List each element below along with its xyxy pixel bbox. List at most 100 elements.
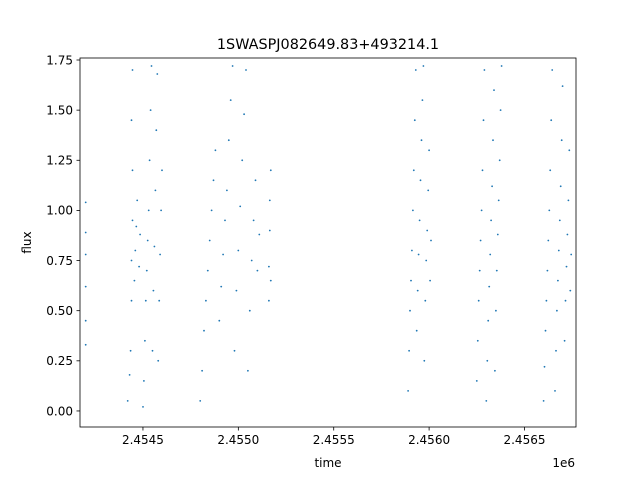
data-point <box>84 343 87 346</box>
data-point <box>128 374 131 376</box>
data-point <box>144 339 146 342</box>
data-point <box>550 119 553 122</box>
data-point <box>144 299 147 302</box>
data-point <box>231 65 234 67</box>
data-point <box>130 299 133 302</box>
data-point <box>130 259 133 262</box>
data-point <box>412 209 414 212</box>
data-point <box>481 169 484 172</box>
data-point <box>84 231 87 234</box>
data-point <box>160 209 163 212</box>
data-point <box>269 279 272 282</box>
data-point <box>569 289 572 292</box>
data-point <box>424 299 427 302</box>
data-point <box>131 69 134 71</box>
data-point <box>214 149 217 152</box>
y-tick-label: 0.75 <box>46 254 73 268</box>
x-tick-label: 2.4565 <box>503 433 545 447</box>
data-point <box>417 253 420 256</box>
data-point <box>423 359 426 362</box>
x-axis-offset-label: 1e6 <box>552 456 575 470</box>
y-tick-label: 1.50 <box>46 103 73 117</box>
data-point <box>143 380 145 382</box>
data-point <box>548 209 551 212</box>
data-point <box>229 99 232 101</box>
y-axis-label: flux <box>20 231 34 253</box>
data-point <box>549 169 552 172</box>
data-point <box>477 299 480 302</box>
data-point <box>415 329 418 332</box>
data-point <box>237 249 240 252</box>
data-point <box>227 139 230 142</box>
data-point <box>558 219 561 222</box>
data-point <box>149 109 152 111</box>
data-point <box>235 289 238 292</box>
data-point <box>84 253 87 256</box>
y-tick-label: 0.25 <box>46 354 73 368</box>
data-point <box>554 390 556 392</box>
data-point <box>409 309 411 312</box>
x-tick-label: 2.4550 <box>217 433 259 447</box>
data-point <box>136 199 139 202</box>
data-point <box>206 269 209 272</box>
x-tick-label: 2.4560 <box>408 433 450 447</box>
data-point <box>408 349 410 352</box>
data-point <box>489 253 492 256</box>
data-point <box>491 185 493 188</box>
data-point <box>486 359 489 362</box>
data-point <box>570 253 573 256</box>
data-point <box>419 179 422 182</box>
data-point <box>557 249 560 252</box>
data-point <box>427 189 430 192</box>
data-point <box>490 219 492 222</box>
scatter-points <box>84 65 573 408</box>
y-axis-ticks: 0.00 0.25 0.50 0.75 1.00 1.25 1.50 1.75 <box>46 53 80 418</box>
data-point <box>568 149 571 152</box>
y-tick-label: 1.25 <box>46 154 73 168</box>
data-point <box>478 269 481 272</box>
data-point <box>151 349 154 352</box>
data-point <box>269 169 272 172</box>
data-point <box>268 229 271 232</box>
data-point <box>485 400 488 402</box>
data-point <box>556 309 558 312</box>
data-point <box>557 279 559 282</box>
data-point <box>494 369 496 372</box>
data-point <box>153 245 156 248</box>
y-tick-label: 0.00 <box>46 404 73 418</box>
y-tick-label: 0.50 <box>46 304 73 318</box>
y-tick-label: 1.75 <box>46 53 73 67</box>
x-tick-label: 2.4545 <box>122 433 164 447</box>
data-point <box>199 400 202 402</box>
x-axis-ticks: 2.4545 2.4550 2.4555 2.4560 2.4565 <box>122 427 545 447</box>
data-point <box>483 69 486 71</box>
data-point <box>545 299 548 302</box>
data-point <box>256 269 259 272</box>
plot-frame <box>79 57 577 428</box>
y-tick-label: 1.00 <box>46 204 73 218</box>
data-point <box>497 199 500 202</box>
data-point <box>220 285 223 288</box>
data-point <box>134 249 137 252</box>
data-point <box>268 199 271 202</box>
data-point <box>203 329 205 332</box>
data-point <box>224 219 226 222</box>
data-point <box>150 65 153 67</box>
data-point <box>268 299 270 302</box>
data-point <box>411 249 413 252</box>
data-point <box>145 269 148 272</box>
data-point <box>495 269 498 272</box>
data-point <box>479 239 482 242</box>
data-point <box>487 319 490 322</box>
data-point <box>495 309 497 312</box>
data-point <box>146 239 149 242</box>
data-point <box>252 219 255 222</box>
data-point <box>493 89 495 91</box>
data-point <box>543 365 546 368</box>
data-point <box>420 139 423 142</box>
data-point <box>492 139 494 142</box>
data-point <box>161 169 163 172</box>
data-point <box>154 189 157 192</box>
